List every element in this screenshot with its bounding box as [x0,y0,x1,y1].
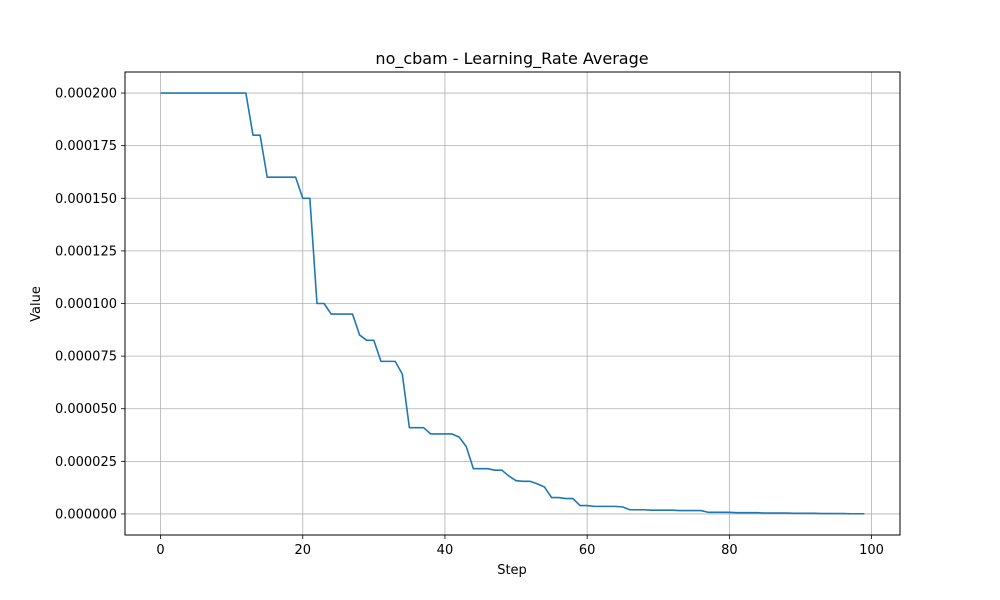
x-tick-label: 0 [156,543,164,558]
x-axis-label: Step [497,563,527,578]
y-tick-label: 0.000150 [55,192,117,207]
y-tick-label: 0.000125 [55,244,117,259]
y-axis-ticks: 0.000000 0.000025 0.000050 0.000075 0.000100… [55,87,125,522]
y-tick-label: 0.000100 [55,297,117,312]
series-line [160,92,865,515]
y-tick-label: 0.000075 [55,350,117,365]
x-tick-label: 40 [437,543,454,558]
x-tick-label: 60 [579,543,596,558]
y-tick-label: 0.000175 [55,139,117,154]
x-tick-label: 20 [294,543,311,558]
x-axis-ticks: 0 20 40 60 80 100 [156,535,884,558]
y-axis-label: Value [29,286,44,322]
chart-title: no_cbam - Learning_Rate Average [375,49,648,69]
y-tick-label: 0.000025 [55,455,117,470]
x-tick-label: 80 [721,543,738,558]
x-tick-label: 100 [859,543,884,558]
y-tick-label: 0.000200 [55,87,117,102]
series-layer [160,92,865,515]
y-gridlines [125,92,900,515]
y-tick-label: 0.000000 [55,507,117,522]
y-tick-label: 0.000050 [55,402,117,417]
